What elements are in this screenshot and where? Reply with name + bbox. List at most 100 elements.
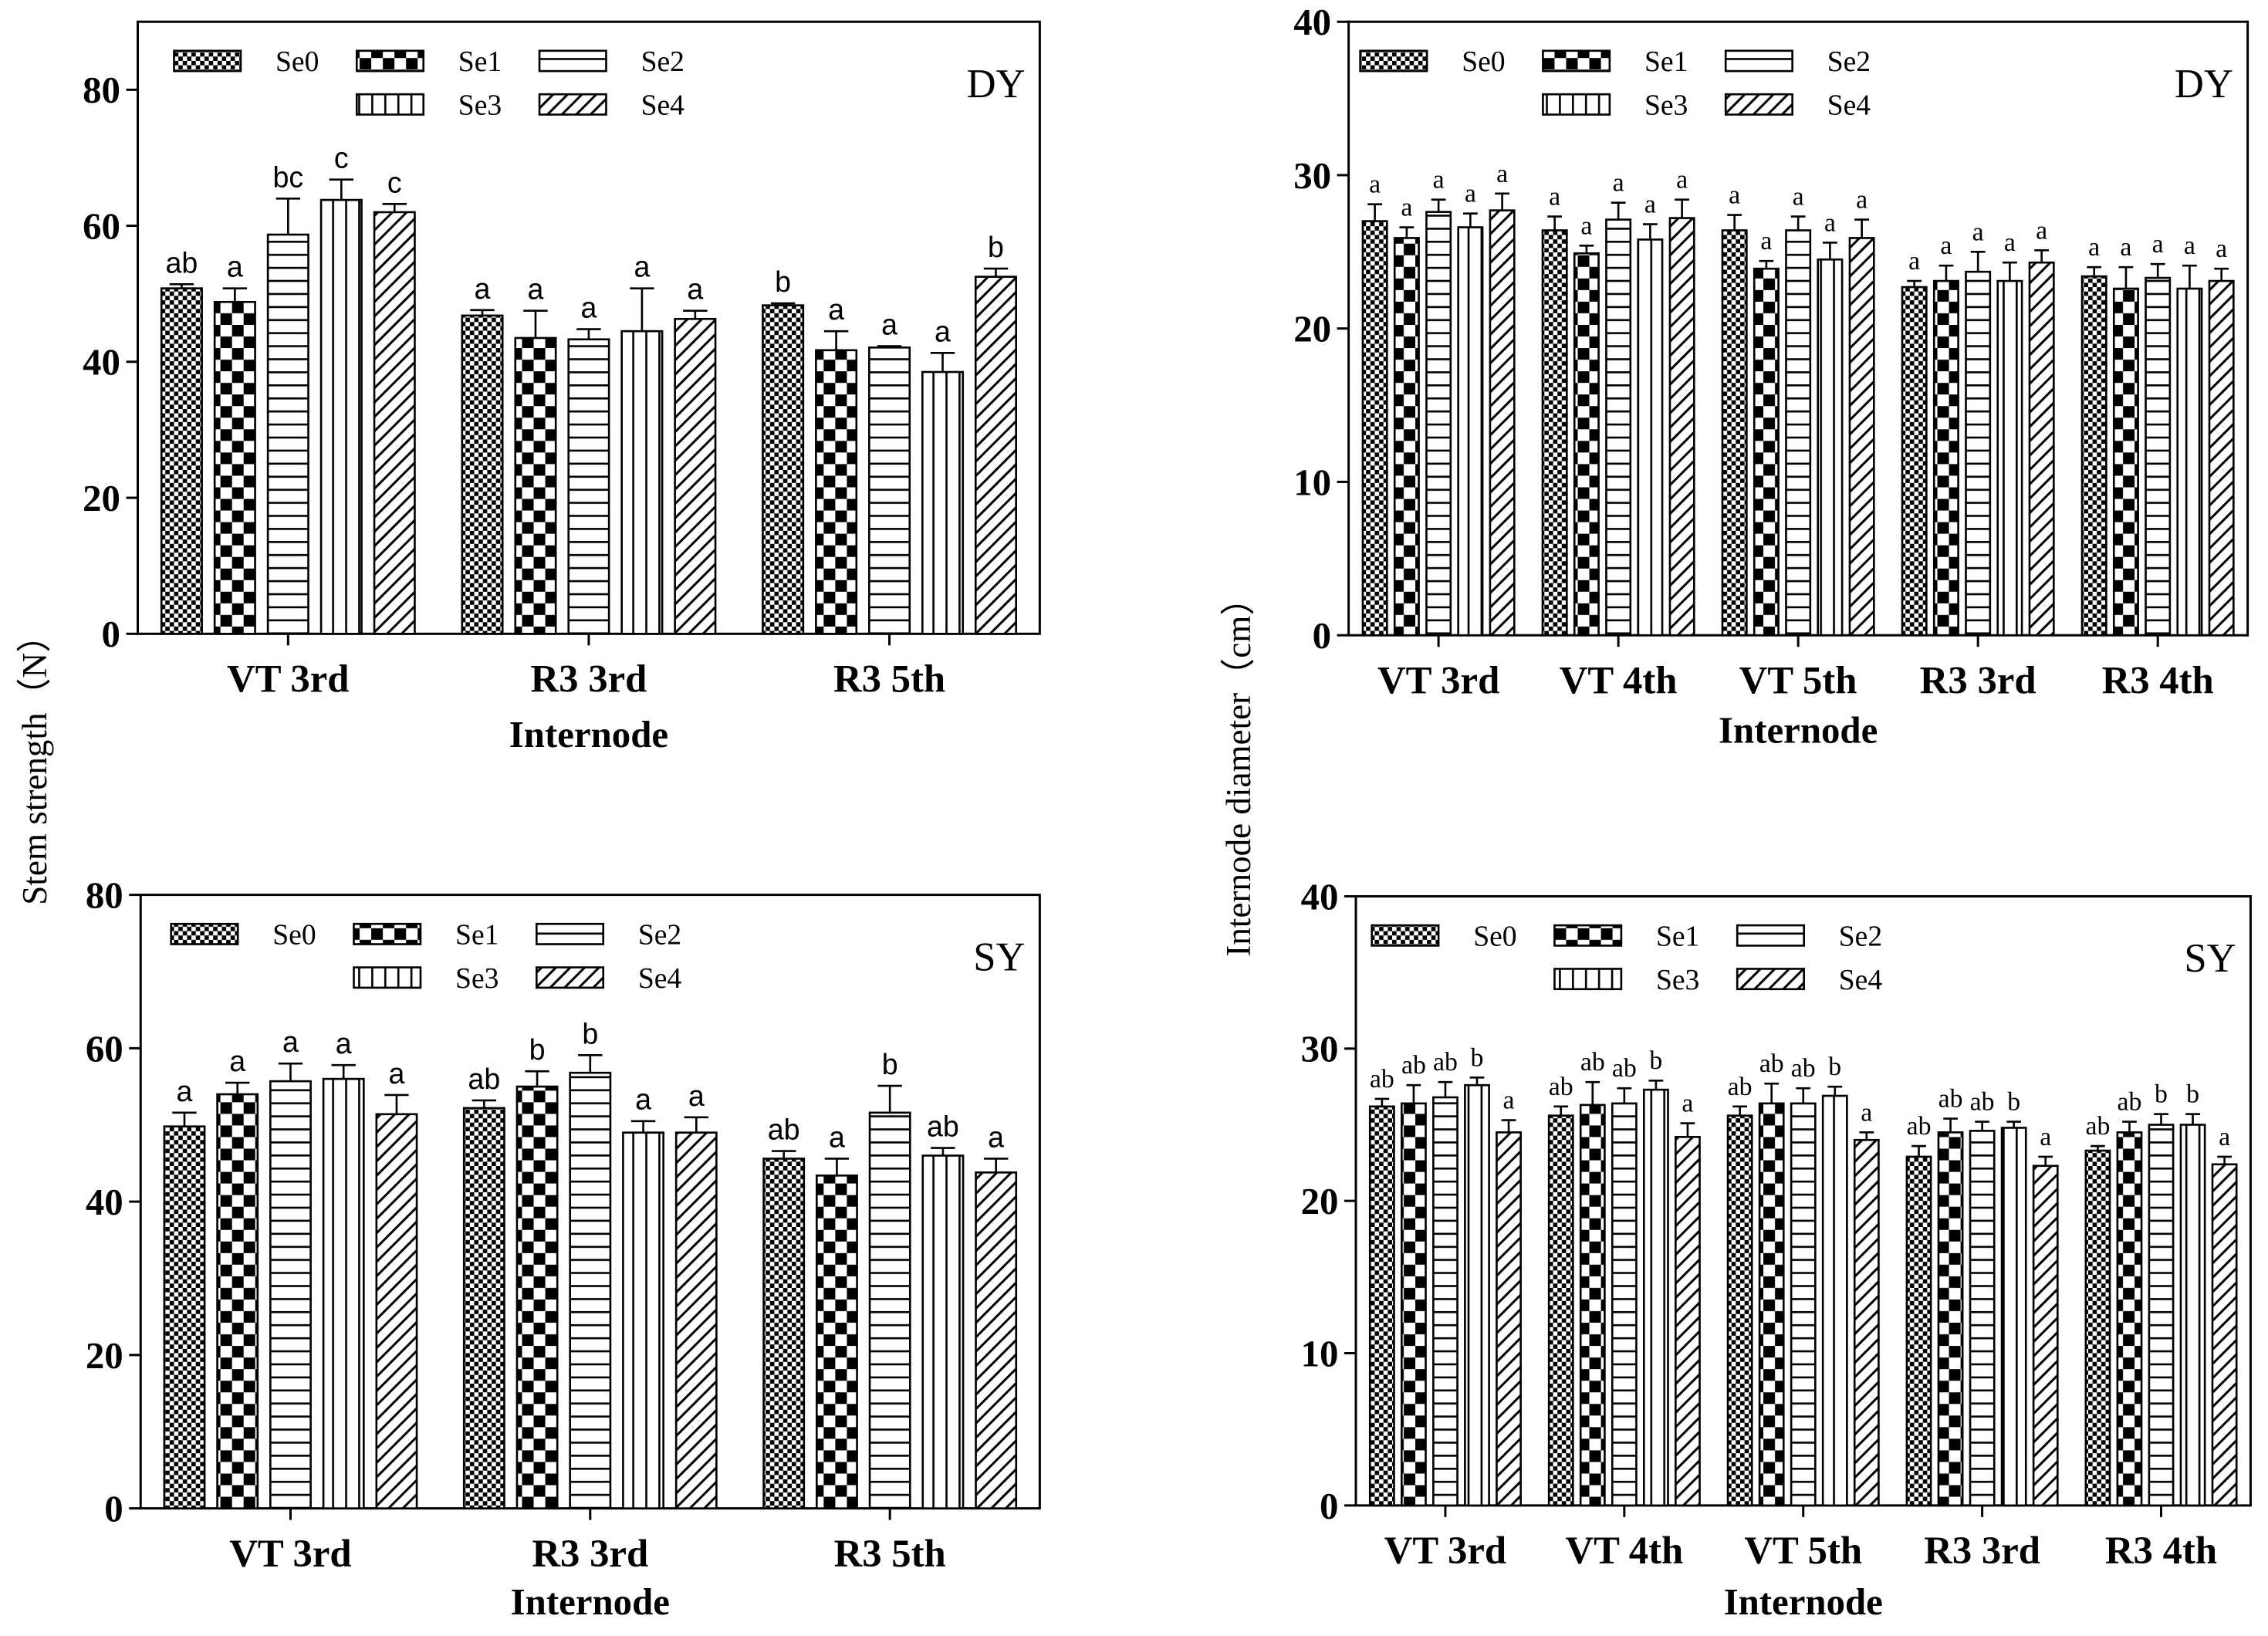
legend-swatch [353,966,422,989]
y-tick-label: 40 [1301,875,1339,918]
significance-letter: a [2219,1123,2230,1151]
significance-letter: a [1972,218,1984,246]
legend: Se0 Se1 Se2 Se3 Se4 [170,920,681,995]
legend-label: Se0 [1473,921,1516,952]
bar-se0 [461,314,504,635]
legend-swatch [1371,924,1440,947]
bar-se3 [2176,287,2203,637]
legend-item-se0: Se0 [1359,46,1506,78]
y-tick-label: 20 [83,477,120,519]
y-tick-label: 20 [1293,308,1331,350]
significance-letter: b [882,1048,898,1080]
bar-se3 [622,1131,664,1509]
significance-letter: a [336,1027,352,1060]
significance-letter: b [582,1017,598,1050]
significance-letter: a [2004,228,2016,257]
legend-item-se1: Se1 [353,920,499,952]
legend-item-se2: Se2 [538,46,684,78]
legend-item-se0: Se0 [170,920,316,952]
y-tick-label: 0 [1320,1485,1338,1527]
bar-se2 [1605,218,1632,637]
panel-label: SY [973,935,1025,979]
bar-se1 [213,300,256,635]
significance-letter: ab [1580,1048,1605,1077]
legend-swatch [1553,968,1623,991]
legend-item-se2: Se2 [1736,921,1882,952]
significance-letter: ab [468,1063,500,1095]
significance-letter: a [2216,235,2227,263]
bar-se0 [1726,1114,1753,1507]
bar-se0 [1905,1155,1932,1507]
bar-se1 [1393,237,1420,637]
legend-label: Se2 [641,46,684,78]
bar-se4 [375,1113,418,1509]
legend-label: Se2 [1839,921,1882,952]
significance-letter: ab [1433,1048,1458,1077]
bar-se4 [1675,1135,1701,1507]
significance-letter: a [1613,169,1624,198]
legend-item-se1: Se1 [1542,46,1688,78]
legend-item-se1: Se1 [1553,921,1699,952]
legend-item-se0: Se0 [173,46,319,78]
bar-se0 [1901,286,1928,637]
significance-letter: a [1861,1098,1872,1127]
legend-swatch [538,93,607,116]
significance-letter: a [1676,166,1688,194]
bar-se1 [1579,1104,1606,1507]
significance-letter: ab [1938,1085,1963,1114]
bar-se3 [322,1077,365,1509]
legend-label: Se1 [455,920,499,952]
bar-se4 [2211,1163,2238,1507]
significance-letter: a [1682,1089,1693,1117]
legend-swatch [535,922,605,945]
legend-swatch [355,49,425,73]
x-axis-title: Internode [1719,708,1878,751]
significance-letter: c [334,142,349,174]
y-tick-label: 80 [86,874,123,917]
significance-letter: b [529,1033,546,1066]
bar-se1 [2116,1131,2143,1507]
significance-letter: a [1465,180,1476,208]
bar-se2 [868,346,911,635]
legend-item-se0: Se0 [1371,921,1517,952]
significance-letter: a [1644,191,1656,219]
bar-se3 [620,330,664,635]
legend-item-se1: Se1 [355,46,502,78]
legend-label: Se3 [1644,90,1688,121]
significance-letter: a [1433,166,1445,194]
legend-swatch [1542,93,1611,116]
legend-item-se3: Se3 [355,90,502,121]
significance-letter: ab [165,246,198,279]
bar-se3 [2000,1127,2027,1507]
significance-letter: b [2007,1088,2020,1117]
legend-swatch [173,49,242,73]
x-axis-title: Internode [511,1580,670,1623]
significance-letter: a [229,1045,245,1077]
legend-swatch [535,966,605,989]
significance-letter: ab [927,1110,959,1143]
bar-se2 [2148,1124,2175,1507]
bar-se1 [1753,267,1780,637]
significance-letter: a [177,1075,193,1107]
y-tick-label: 0 [102,613,120,655]
significance-letter: ab [1791,1054,1816,1083]
legend: Se0 Se1 Se2 Se3 Se4 [1371,921,1882,996]
x-axis-title: Internode [1724,1580,1883,1623]
significance-letter: ab [2085,1112,2110,1141]
significance-letter: a [634,251,650,283]
legend-swatch [1724,49,1793,73]
significance-letter: ab [1728,1073,1753,1101]
significance-letter: ab [1401,1051,1426,1080]
legend-swatch [1724,93,1793,116]
panel-label: DY [967,62,1026,106]
significance-letter: a [829,1121,845,1153]
bar-se0 [2084,1149,2111,1507]
y-tick-label: 0 [1313,614,1331,657]
bar-se4 [2028,261,2055,637]
bar-se1 [1400,1102,1427,1507]
bar-se4 [674,317,717,635]
legend-label: Se4 [641,90,685,121]
bar-se2 [1790,1102,1817,1507]
